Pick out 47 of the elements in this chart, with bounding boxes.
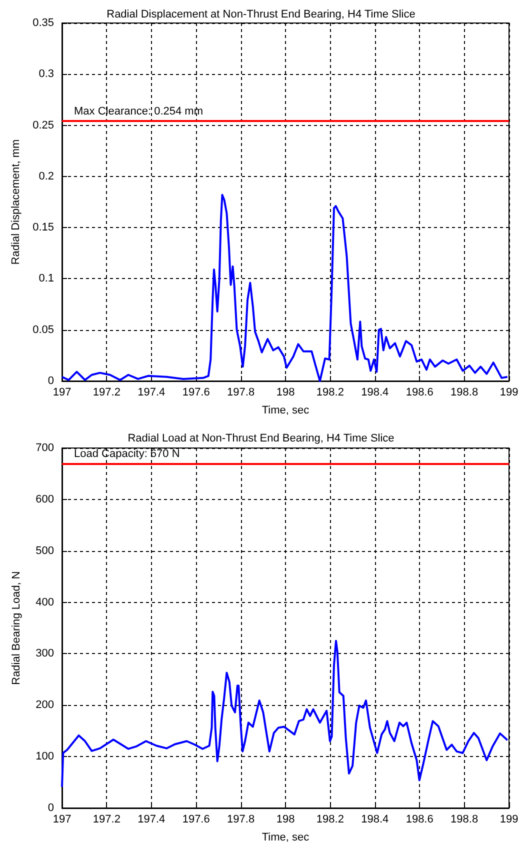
y-tick-label: 0 [48, 375, 54, 387]
x-tick-label: 197 [52, 386, 72, 398]
ref-line-label: Load Capacity: 670 N [74, 448, 180, 460]
y-tick-label: 0.3 [38, 68, 54, 80]
x-tick-label: 197 [52, 814, 72, 826]
x-tick-label: 197.4 [138, 814, 166, 826]
x-tick-label: 197.8 [227, 386, 255, 398]
x-tick-label: 198.6 [406, 386, 434, 398]
x-tick-label: 198.4 [361, 386, 389, 398]
y-tick-label: 400 [36, 596, 54, 608]
x-tick-label: 198.8 [450, 386, 478, 398]
x-tick-label: 198.2 [316, 814, 344, 826]
x-axis-title: Time, sec [262, 404, 310, 416]
y-tick-label: 0.05 [32, 324, 54, 336]
x-tick-label: 197.6 [182, 386, 210, 398]
y-tick-label: 0.25 [32, 119, 54, 132]
y-tick-label: 300 [36, 648, 54, 660]
y-tick-label: 0 [48, 802, 54, 814]
line-series [61, 640, 508, 788]
x-tick-label: 198 [276, 386, 295, 398]
x-tick-label: 197.6 [182, 814, 210, 826]
x-tick-label: 198.2 [316, 386, 344, 398]
y-tick-label: 500 [36, 544, 54, 557]
y-axis-title: Radial Bearing Load, N [10, 571, 22, 685]
y-tick-label: 600 [36, 493, 54, 506]
x-tick-label: 198.8 [450, 814, 478, 826]
x-tick-label: 198 [276, 814, 295, 826]
x-tick-label: 199 [500, 386, 518, 398]
y-tick-label: 700 [36, 442, 54, 454]
ref-line-label: Max Clearance: 0.254 mm [74, 106, 203, 118]
x-tick-label: 199 [500, 814, 518, 826]
y-tick-label: 100 [36, 750, 54, 763]
y-tick-label: 0.15 [32, 222, 54, 234]
y-axis-title: Radial Displacement, mm [10, 139, 22, 265]
x-tick-label: 197.2 [92, 814, 120, 826]
x-tick-label: 197.4 [138, 386, 166, 398]
x-tick-label: 198.4 [361, 814, 389, 826]
x-tick-label: 198.6 [406, 814, 434, 826]
x-tick-label: 197.8 [227, 814, 255, 826]
y-tick-label: 0.1 [38, 272, 54, 285]
y-tick-label: 0.2 [38, 170, 54, 182]
x-tick-label: 197.2 [92, 386, 120, 398]
y-tick-label: 200 [36, 699, 54, 712]
y-tick-label: 0.35 [32, 17, 54, 29]
x-axis-title: Time, sec [262, 832, 310, 844]
chart-title: Radial Load at Non-Thrust End Bearing, H4 Time Slice [128, 432, 394, 444]
chart-title: Radial Displacement at Non-Thrust End Bearing, H4 Time Slice [106, 8, 416, 20]
